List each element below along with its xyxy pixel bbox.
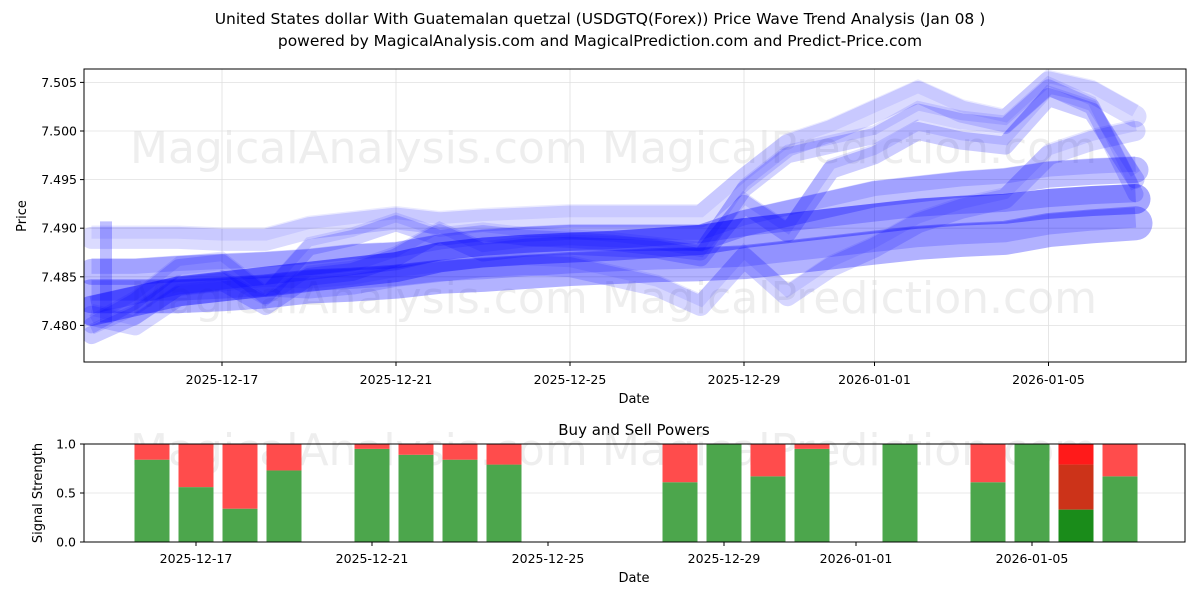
sell-segment (794, 444, 830, 449)
signal-bar (354, 444, 390, 542)
signal-bar (398, 444, 434, 542)
signal-y-tick-label: 0.5 (56, 486, 76, 501)
signal-bar (486, 444, 522, 542)
x-tick-label: 2025-12-17 (186, 372, 259, 387)
signal-bar (222, 444, 258, 542)
signal-bar (750, 444, 786, 542)
sell-segment (178, 444, 214, 488)
sell-segment (398, 444, 434, 455)
signal-bar (178, 444, 214, 542)
y-tick-label: 7.485 (41, 269, 77, 284)
wave-band (84, 206, 1153, 314)
signal-x-axis-label: Date (618, 571, 649, 586)
y-tick-label: 7.490 (41, 221, 77, 236)
buy-segment (1102, 476, 1138, 542)
chart-title: United States dollar With Guatemalan que… (214, 10, 986, 28)
signal-bar (1014, 444, 1050, 542)
signal-chart-title: Buy and Sell Powers (558, 421, 710, 439)
y-tick-label: 7.495 (41, 172, 77, 187)
wave-band (84, 71, 1147, 251)
buy-segment (970, 482, 1006, 542)
x-tick-label: 2025-12-25 (534, 372, 607, 387)
sell-segment (662, 444, 698, 483)
sell-segment (1102, 444, 1138, 477)
main-grid (84, 69, 1186, 362)
signal-x-tick-label: 2025-12-17 (160, 551, 233, 566)
y-tick-label: 7.480 (41, 318, 77, 333)
wave-band (84, 88, 1145, 345)
watermark: MagicalPrediction.com (602, 123, 1097, 174)
signal-x-tick-label: 2025-12-29 (688, 551, 761, 566)
signal-bar (442, 444, 478, 542)
signal-x-tick-label: 2025-12-21 (336, 551, 409, 566)
signal-y-tick-label: 0.0 (56, 535, 76, 550)
signal-x-tick-label: 2025-12-25 (512, 551, 585, 566)
wave-band (84, 156, 1149, 285)
signal-bars (134, 444, 1138, 542)
signal-bar (794, 444, 830, 542)
buy-segment (794, 448, 830, 542)
buy-segment (486, 464, 522, 542)
buy-segment (398, 454, 434, 542)
main-axis-ticks: 7.480 7.485 7.490 7.495 7.500 7.505 2025-12-17… (41, 75, 1085, 387)
chart-subtitle: powered by MagicalAnalysis.com and Magic… (277, 32, 923, 50)
buy-segment (354, 448, 390, 542)
buy-segment (1014, 444, 1050, 542)
wave-band (84, 184, 1151, 326)
sell-segment (266, 444, 302, 471)
sell-segment (354, 444, 390, 449)
sell-segment (486, 444, 522, 465)
main-plot-frame (83, 68, 1187, 363)
sell-segment (134, 444, 170, 460)
signal-bar (706, 444, 742, 542)
signal-bar (1058, 444, 1094, 542)
wave-band (84, 79, 1144, 334)
buy-segment (134, 459, 170, 542)
watermarks-main: MagicalAnalysis.com MagicalPrediction.co… (130, 123, 1097, 324)
signal-x-tick-label: 2026-01-05 (996, 551, 1069, 566)
signal-x-tick-label: 2026-01-01 (820, 551, 893, 566)
buy-segment (706, 444, 742, 542)
y-axis-label: Price (15, 200, 30, 232)
signal-bar (266, 444, 302, 542)
sell-segment (222, 444, 258, 509)
x-axis-label: Date (618, 392, 649, 407)
sell-segment (442, 444, 478, 460)
watermark: MagicalPrediction.com (602, 273, 1097, 324)
sell-segment (750, 444, 786, 477)
x-tick-label: 2025-12-29 (708, 372, 781, 387)
x-tick-label: 2026-01-01 (838, 372, 911, 387)
wave-band (84, 121, 1146, 336)
buy-segment (266, 470, 302, 542)
buy-segment (662, 482, 698, 542)
watermark: MagicalAnalysis.com (130, 273, 588, 324)
signal-bar (1102, 444, 1138, 542)
y-tick-label: 7.500 (41, 124, 77, 139)
signal-y-axis-label: Signal Strength (31, 443, 46, 543)
signal-y-tick-label: 1.0 (56, 437, 76, 452)
buy-segment (882, 444, 918, 542)
signal-bar (134, 444, 170, 542)
x-tick-label: 2026-01-05 (1012, 372, 1085, 387)
buy-segment (442, 459, 478, 542)
watermark: MagicalAnalysis.com (130, 123, 588, 174)
signal-bar (970, 444, 1006, 542)
signal-bar (662, 444, 698, 542)
wave-bands (84, 69, 1153, 345)
signal-axis-ticks: 0.0 0.5 1.0 2025-12-17 2025-12-21 2025-12-25 2… (56, 437, 1068, 567)
x-tick-label: 2025-12-21 (360, 372, 433, 387)
buy-segment (750, 476, 786, 542)
buy-segment (222, 508, 258, 542)
sell-segment (970, 444, 1006, 483)
y-tick-label: 7.505 (41, 75, 77, 90)
buy-segment (178, 487, 214, 542)
signal-bar (882, 444, 918, 542)
